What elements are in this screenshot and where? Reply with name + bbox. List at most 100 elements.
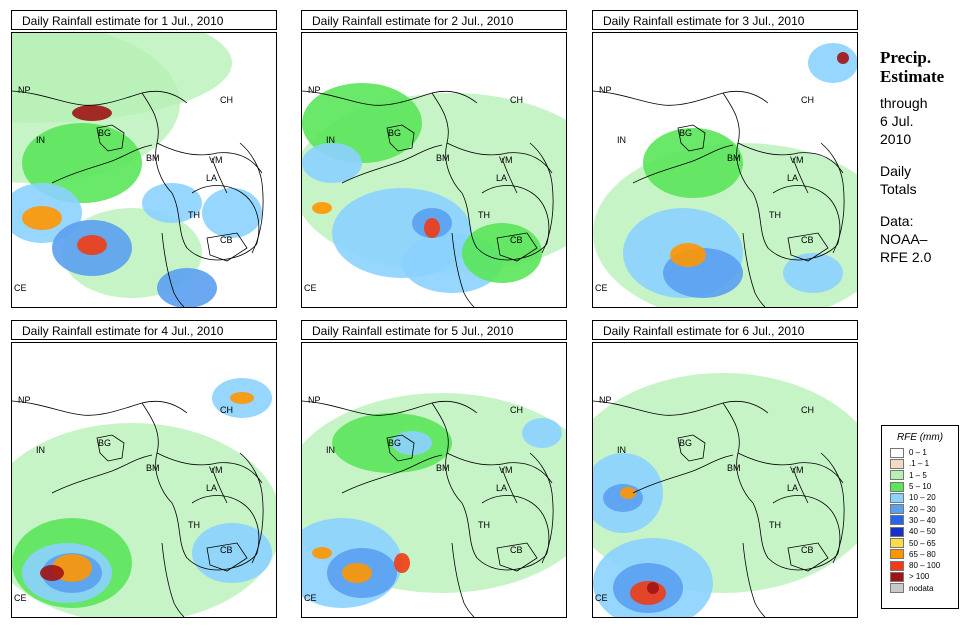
legend-label: 65 – 80 [909, 549, 936, 559]
rainfall-area [40, 565, 64, 581]
country-label: VM [790, 155, 804, 165]
country-label: CE [14, 593, 27, 603]
rainfall-area [157, 268, 217, 307]
country-label: CH [801, 95, 814, 105]
rainfall-map: NP CH IN BG BM VM LA TH CB CE [11, 32, 277, 308]
country-label: IN [326, 135, 335, 145]
legend-label: > 100 [909, 572, 930, 582]
country-border [206, 542, 248, 572]
country-label: BM [436, 463, 450, 473]
legend-item: > 100 [890, 571, 958, 582]
country-border [386, 124, 415, 152]
legend-label: 5 – 10 [909, 482, 932, 492]
country-label: LA [787, 483, 798, 493]
country-label: LA [787, 173, 798, 183]
country-border [211, 157, 228, 194]
country-border [752, 502, 839, 571]
country-border [496, 542, 538, 572]
country-border [191, 495, 260, 554]
heading-line: Estimate [880, 67, 945, 86]
rainfall-area [630, 581, 666, 605]
country-border [51, 454, 153, 494]
rainfall-area [394, 553, 410, 573]
legend-label: 40 – 50 [909, 527, 936, 537]
country-border [792, 467, 809, 504]
country-label: TH [478, 520, 490, 530]
legend-label: nodata [909, 583, 934, 593]
country-label: CH [220, 405, 233, 415]
country-label: NP [308, 85, 321, 95]
legend-swatch [890, 549, 904, 560]
daily-line: Daily [880, 163, 912, 179]
country-border [451, 232, 475, 307]
rainfall-area [643, 128, 743, 198]
legend-label: 10 – 20 [909, 493, 936, 503]
country-label: BG [388, 438, 401, 448]
country-border [446, 452, 553, 484]
country-label: NP [308, 395, 321, 405]
country-border [772, 495, 841, 554]
country-label: TH [478, 210, 490, 220]
rainfall-area [192, 523, 272, 583]
map-canvas: NP CH IN BG BM VM LA TH CB CE [593, 373, 857, 617]
legend-label: 1 – 5 [909, 470, 927, 480]
country-label: CH [510, 95, 523, 105]
legend-item: 80 – 100 [890, 560, 958, 571]
country-label: CE [595, 283, 608, 293]
country-label: BG [388, 128, 401, 138]
country-border [632, 144, 734, 184]
rainfall-area [603, 484, 643, 512]
country-label: BG [679, 128, 692, 138]
country-border [171, 192, 258, 261]
country-border [632, 454, 734, 494]
legend-swatch [890, 447, 904, 458]
country-border [302, 90, 478, 106]
country-label: LA [206, 483, 217, 493]
legend-item: 40 – 50 [890, 526, 958, 537]
country-border [211, 467, 228, 504]
country-border [792, 157, 809, 194]
country-border [96, 434, 125, 462]
rainfall-area [77, 235, 107, 255]
country-label: BG [98, 438, 111, 448]
country-border [677, 434, 706, 462]
country-border [742, 232, 766, 307]
country-label: TH [769, 520, 781, 530]
rainfall-area [392, 431, 432, 455]
country-border [461, 192, 548, 261]
legend-label: 50 – 65 [909, 538, 936, 548]
rainfall-map: NP CH IN BG BM VM LA TH CB CE [301, 342, 567, 618]
legend-swatch [890, 481, 904, 492]
country-label: LA [496, 173, 507, 183]
legend-item: 50 – 65 [890, 537, 958, 549]
legend-swatch [890, 492, 904, 503]
country-border [772, 185, 841, 244]
rainfall-area [312, 202, 332, 214]
daily-line: Totals [880, 181, 917, 197]
country-label: BM [436, 153, 450, 163]
legend-label: 80 – 100 [909, 561, 941, 571]
country-border [446, 142, 553, 174]
country-label: CE [14, 283, 27, 293]
country-border [787, 542, 829, 572]
legend-swatch [890, 470, 904, 481]
rainfall-area [424, 218, 440, 238]
rainfall-area [12, 33, 232, 123]
country-border [752, 192, 839, 261]
country-label: VM [209, 465, 223, 475]
panel-title: Daily Rainfall estimate for 2 Jul., 2010 [301, 10, 567, 30]
country-border [742, 542, 766, 617]
rainfall-area [808, 43, 857, 83]
country-label: IN [617, 445, 626, 455]
country-label: IN [326, 445, 335, 455]
rainfall-area [670, 243, 706, 267]
heading-line: Precip. [880, 48, 932, 67]
map-panel-4: Daily Rainfall estimate for 4 Jul., 2010… [11, 320, 281, 620]
country-label: VM [499, 465, 513, 475]
panel-title: Daily Rainfall estimate for 6 Jul., 2010 [592, 320, 858, 340]
legend-swatch [890, 560, 904, 571]
map-panel-1: Daily Rainfall estimate for 1 Jul., 2010… [11, 10, 281, 310]
country-label: NP [18, 395, 31, 405]
